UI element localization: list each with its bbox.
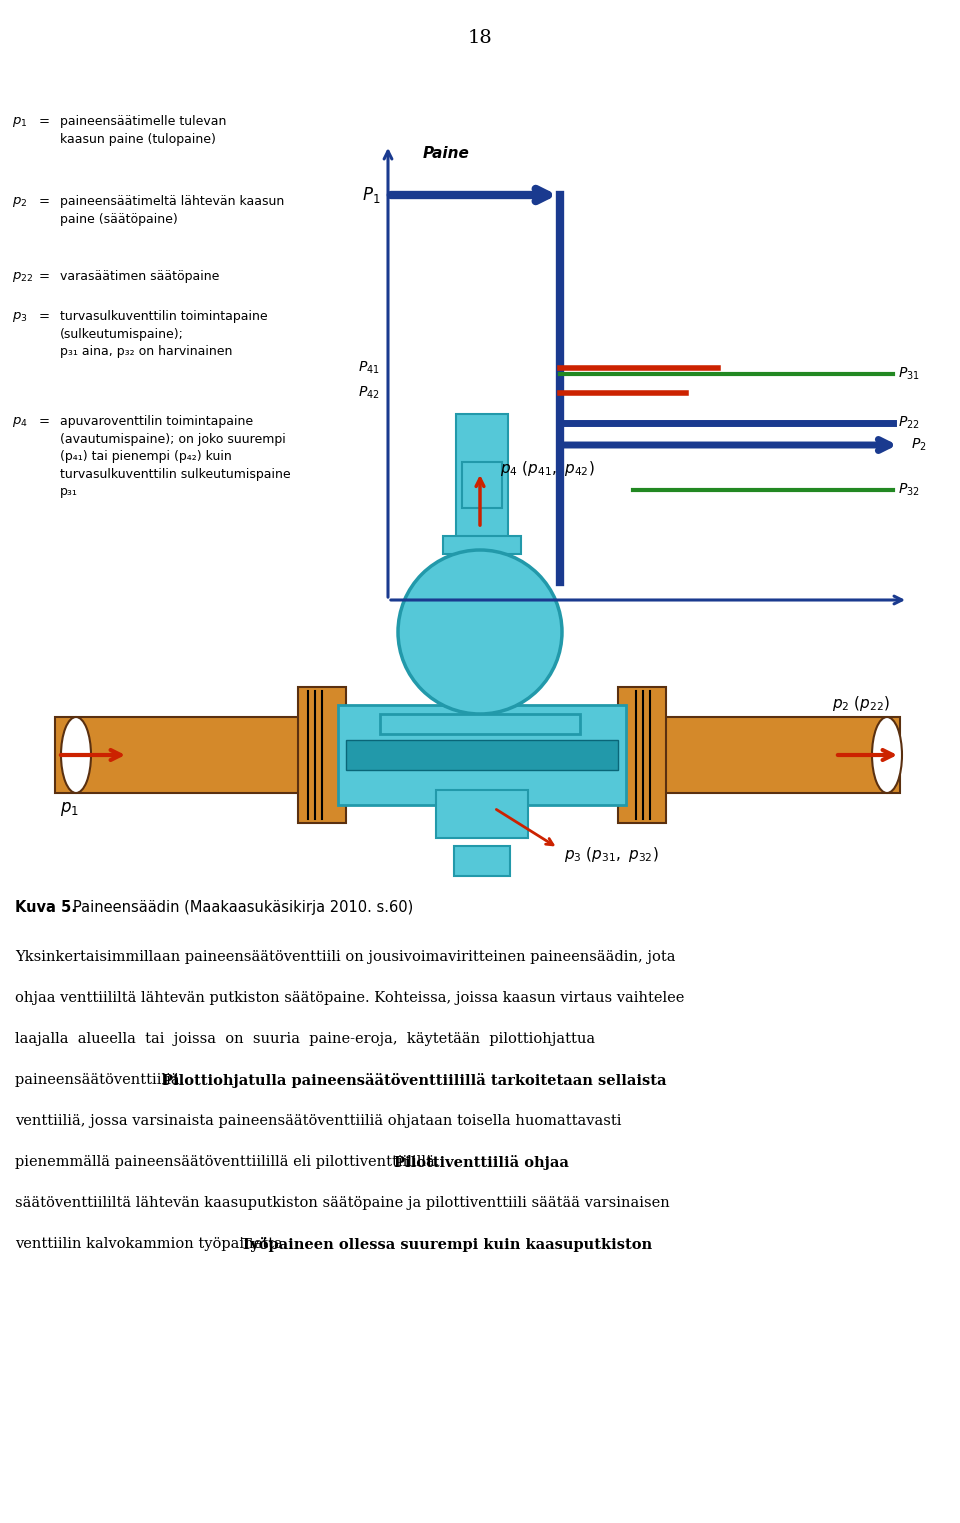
Text: säätöventtiililtä lähtevän kaasuputkiston säätöpaine ja pilottiventtiili säätää : säätöventtiililtä lähtevän kaasuputkisto… <box>15 1196 670 1209</box>
Text: Työpaineen ollessa suurempi kuin kaasuputkiston: Työpaineen ollessa suurempi kuin kaasupu… <box>242 1237 653 1252</box>
Text: laajalla  alueella  tai  joissa  on  suuria  paine-eroja,  käytetään  pilottiohj: laajalla alueella tai joissa on suuria p… <box>15 1033 595 1046</box>
Text: $P_2$: $P_2$ <box>911 437 926 454</box>
FancyBboxPatch shape <box>298 687 346 822</box>
Text: =: = <box>38 311 50 323</box>
FancyBboxPatch shape <box>346 740 618 771</box>
Ellipse shape <box>872 717 902 793</box>
Text: $p_3$: $p_3$ <box>12 311 28 324</box>
Text: venttiilin kalvokammion työpainetta.: venttiilin kalvokammion työpainetta. <box>15 1237 292 1250</box>
Text: =: = <box>38 270 50 283</box>
Text: $p_2$: $p_2$ <box>12 195 28 209</box>
FancyBboxPatch shape <box>338 705 626 806</box>
Text: venttiiliä, jossa varsinaista paineensäätöventtiiliä ohjataan toisella huomattav: venttiiliä, jossa varsinaista paineensää… <box>15 1113 621 1129</box>
Text: ohjaa venttiililtä lähtevän putkiston säätöpaine. Kohteissa, joissa kaasun virta: ohjaa venttiililtä lähtevän putkiston sä… <box>15 991 684 1005</box>
Text: Paine: Paine <box>423 146 469 160</box>
Text: $p_1$: $p_1$ <box>12 116 28 129</box>
Text: $P_{31}$: $P_{31}$ <box>898 366 920 382</box>
Text: paineensäätimelle tulevan
kaasun paine (tulopaine): paineensäätimelle tulevan kaasun paine (… <box>60 116 227 146</box>
Text: $P_{41}$: $P_{41}$ <box>358 359 380 376</box>
Text: $P_{32}$: $P_{32}$ <box>898 481 920 498</box>
Ellipse shape <box>61 717 91 793</box>
Text: $p_{22}$: $p_{22}$ <box>12 270 34 283</box>
Text: $p_4$: $p_4$ <box>12 414 28 429</box>
FancyBboxPatch shape <box>436 790 528 838</box>
Text: $p_1$: $p_1$ <box>60 800 79 818</box>
Text: $p_3\ (p_{31},\ p_{32})$: $p_3\ (p_{31},\ p_{32})$ <box>564 844 659 864</box>
Text: $P_{42}$: $P_{42}$ <box>358 385 380 401</box>
Text: =: = <box>38 414 50 428</box>
FancyBboxPatch shape <box>380 714 580 734</box>
FancyBboxPatch shape <box>55 717 323 793</box>
Text: $P_1$: $P_1$ <box>362 184 380 206</box>
Text: varasäätimen säätöpaine: varasäätimen säätöpaine <box>60 270 220 283</box>
Text: $p_4\ (p_{41},\ p_{42})$: $p_4\ (p_{41},\ p_{42})$ <box>500 458 594 478</box>
FancyBboxPatch shape <box>454 845 510 876</box>
FancyBboxPatch shape <box>628 717 900 793</box>
Text: Kuva 5.: Kuva 5. <box>15 900 77 915</box>
FancyBboxPatch shape <box>462 461 502 509</box>
Text: $P_{22}$: $P_{22}$ <box>898 414 920 431</box>
Text: paineensäätöventtiiliä.: paineensäätöventtiiliä. <box>15 1074 189 1087</box>
Text: 18: 18 <box>468 29 492 47</box>
FancyBboxPatch shape <box>443 536 521 554</box>
Text: turvasulkuventtilin toimintapaine
(sulkeutumispaine);
p₃₁ aina, p₃₂ on harvinain: turvasulkuventtilin toimintapaine (sulke… <box>60 311 268 358</box>
Text: paineensäätimeltä lähtevän kaasun
paine (säätöpaine): paineensäätimeltä lähtevän kaasun paine … <box>60 195 284 225</box>
FancyBboxPatch shape <box>456 414 508 570</box>
Text: =: = <box>38 195 50 209</box>
Circle shape <box>398 550 562 714</box>
Text: Pilottiohjatulla paineensäätöventtiilillä tarkoitetaan sellaista: Pilottiohjatulla paineensäätöventtiilill… <box>162 1074 666 1087</box>
Text: Pilottiventtiiliä ohjaa: Pilottiventtiiliä ohjaa <box>395 1154 569 1170</box>
Text: =: = <box>38 116 50 128</box>
FancyBboxPatch shape <box>618 687 666 822</box>
Text: apuvaroventtilin toimintapaine
(avautumispaine); on joko suurempi
(p₄₁) tai pien: apuvaroventtilin toimintapaine (avautumi… <box>60 414 291 498</box>
Text: $p_2\ (p_{22})$: $p_2\ (p_{22})$ <box>832 693 890 713</box>
Text: Paineensäädin (Maakaasukäsikirja 2010. s.60): Paineensäädin (Maakaasukäsikirja 2010. s… <box>73 900 413 915</box>
Text: pienemmällä paineensäätöventtiilillä eli pilottiventtiilillä.: pienemmällä paineensäätöventtiilillä eli… <box>15 1154 444 1170</box>
Text: Yksinkertaisimmillaan paineensäätöventtiili on jousivoimaviritteinen paineensääd: Yksinkertaisimmillaan paineensäätöventti… <box>15 950 676 964</box>
